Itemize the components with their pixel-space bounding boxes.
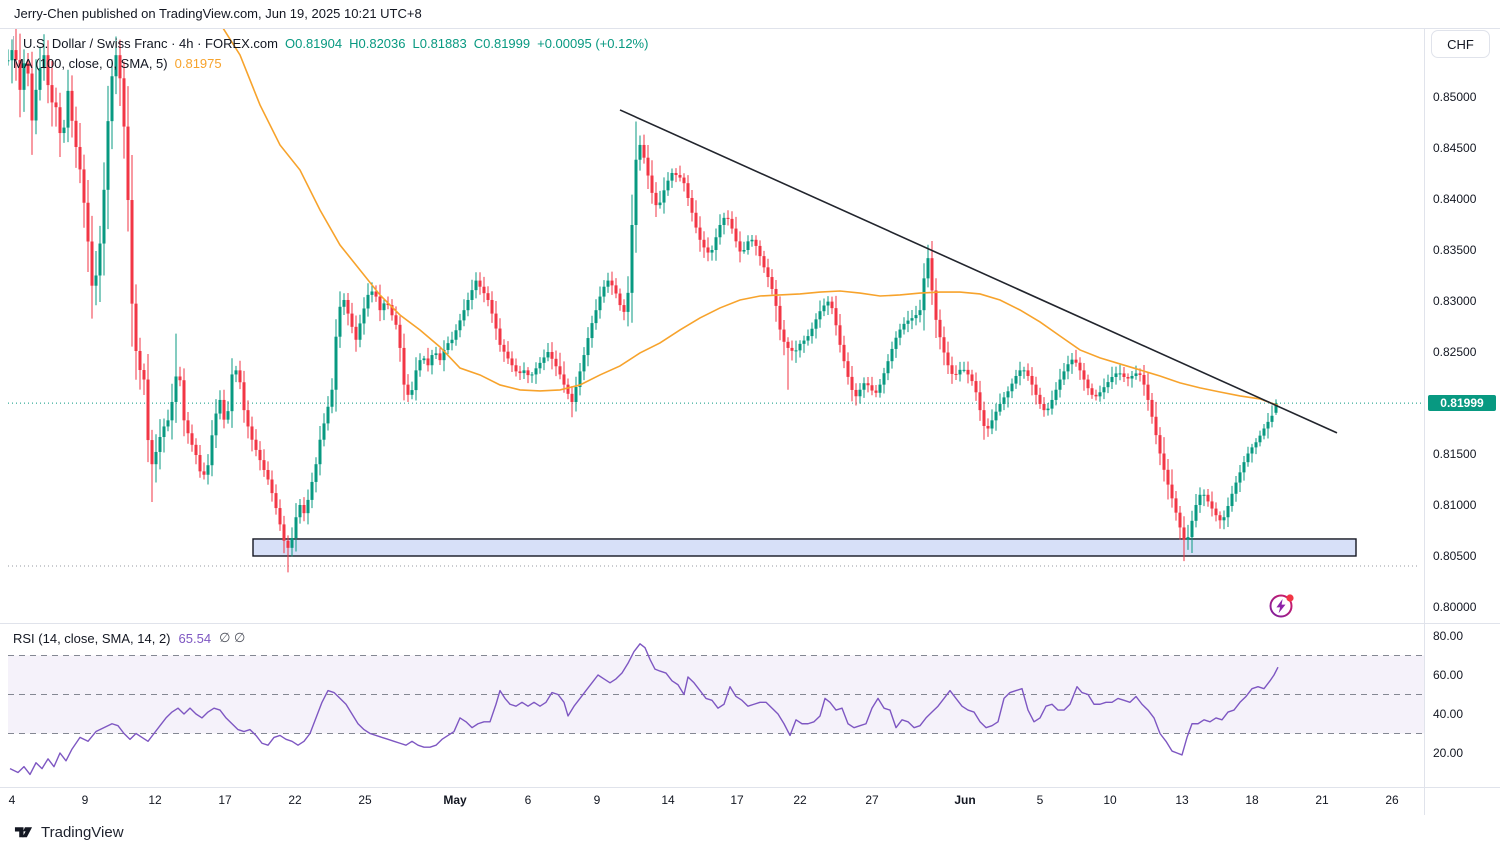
time-tick-label: 26 — [1385, 793, 1399, 807]
symbol-legend: U.S. Dollar / Swiss Franc · 4h · FOREX.c… — [13, 34, 648, 72]
brand-name[interactable]: TradingView — [41, 824, 124, 841]
rsi-tick-label: 60.00 — [1433, 668, 1464, 682]
rsi-line — [9, 643, 1279, 776]
time-axis: 4 9 12 17 22 25 May 6 9 14 17 22 27 Jun 5 10 13 18 21 26 — [0, 787, 1424, 815]
time-tick-label: 5 — [1036, 793, 1044, 807]
time-tick-label: 22 — [288, 793, 302, 807]
time-tick-label: Jun — [954, 793, 976, 807]
time-tick-label: 17 — [218, 793, 232, 807]
ma-indicator-label[interactable]: MA (100, close, 0, SMA, 5) — [13, 55, 168, 71]
footer: TradingView — [0, 815, 1500, 850]
rsi-tick-label: 80.00 — [1433, 629, 1464, 643]
time-tick-label: 10 — [1103, 793, 1117, 807]
axis-divider — [1424, 28, 1425, 815]
last-price-label: 0.81999 — [1428, 395, 1496, 412]
time-tick-label: 9 — [593, 793, 601, 807]
price-axis: 0.85000 0.84500 0.84000 0.83500 0.83000 0.825… — [1424, 28, 1500, 815]
ma-indicator-value: 0.81975 — [174, 55, 222, 71]
change-label: +0.00095 (+0.12%) — [537, 35, 649, 51]
symbol-title[interactable]: U.S. Dollar / Swiss Franc · 4h · FOREX.c… — [23, 35, 278, 51]
panel-divider — [0, 623, 1500, 624]
time-tick-label: May — [443, 793, 467, 807]
rsi-indicator-value: 65.54 — [178, 630, 212, 646]
rsi-legend: RSI (14, close, SMA, 14, 2) 65.54 ∅ ∅ — [13, 630, 245, 646]
price-tick-label: 0.84000 — [1433, 192, 1477, 206]
time-tick-label: 18 — [1245, 793, 1259, 807]
flash-icon[interactable] — [1266, 589, 1298, 621]
support-zone[interactable] — [252, 538, 1357, 557]
time-tick-label: 6 — [524, 793, 532, 807]
ohlc-low: L0.81883 — [412, 35, 467, 51]
price-tick-label: 0.85000 — [1433, 90, 1477, 104]
time-tick-label: 27 — [865, 793, 879, 807]
price-tick-label: 0.81500 — [1433, 447, 1477, 461]
time-tick-label: 12 — [148, 793, 162, 807]
header-divider — [0, 28, 1500, 29]
ohlc-high: H0.82036 — [349, 35, 406, 51]
rsi-tick-label: 20.00 — [1433, 746, 1464, 760]
rsi-tick-label: 40.00 — [1433, 707, 1464, 721]
price-tick-label: 0.80000 — [1433, 600, 1477, 614]
series-marker — [13, 36, 14, 50]
currency-button[interactable]: CHF — [1431, 30, 1490, 58]
time-tick-label: 13 — [1175, 793, 1189, 807]
time-tick-label: 21 — [1315, 793, 1329, 807]
rsi-hidden-markers-icon: ∅ ∅ — [219, 630, 246, 645]
time-tick-label: 4 — [8, 793, 16, 807]
ohlc-open: O0.81904 — [285, 35, 343, 51]
candlestick-series — [8, 29, 1278, 573]
attribution-text: Jerry-Chen published on TradingView.com,… — [14, 6, 422, 21]
time-tick-label: 14 — [661, 793, 675, 807]
time-axis-divider — [0, 787, 1500, 788]
tradingview-logo-icon[interactable] — [14, 823, 33, 842]
price-tick-label: 0.83500 — [1433, 243, 1477, 257]
time-tick-label: 25 — [358, 793, 372, 807]
time-tick-label: 22 — [793, 793, 807, 807]
price-tick-label: 0.84500 — [1433, 141, 1477, 155]
price-tick-label: 0.81000 — [1433, 498, 1477, 512]
price-tick-label: 0.83000 — [1433, 294, 1477, 308]
trendline[interactable] — [619, 109, 1338, 434]
ohlc-close: C0.81999 — [473, 35, 531, 51]
ma-line — [222, 29, 1279, 407]
notification-dot — [1286, 594, 1294, 602]
price-tick-label: 0.80500 — [1433, 549, 1477, 563]
rsi-indicator-label[interactable]: RSI (14, close, SMA, 14, 2) — [13, 630, 171, 646]
price-tick-label: 0.82500 — [1433, 345, 1477, 359]
time-tick-label: 17 — [730, 793, 744, 807]
time-tick-label: 9 — [81, 793, 89, 807]
